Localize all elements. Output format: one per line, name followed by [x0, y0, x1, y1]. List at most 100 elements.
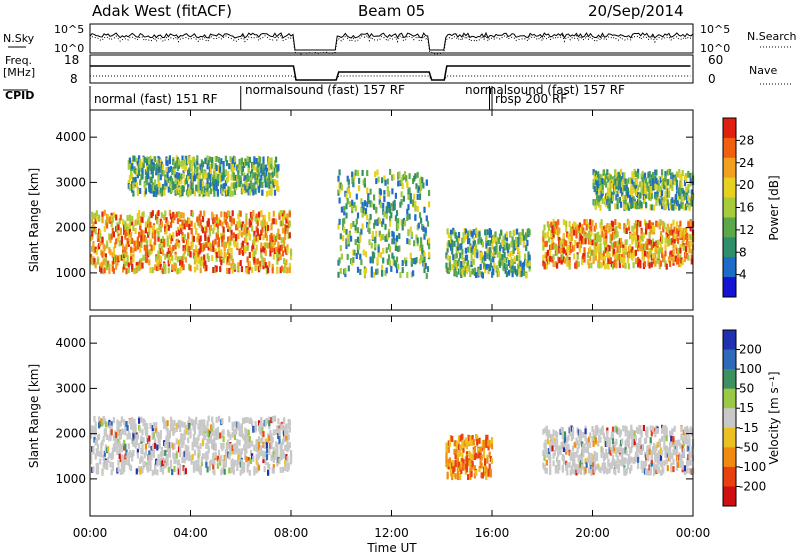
echo-cell — [687, 255, 689, 261]
echo-cell — [256, 264, 258, 270]
echo-cell — [117, 224, 119, 230]
echo-cell — [602, 184, 604, 190]
echo-cell — [122, 244, 124, 250]
echo-cell — [428, 252, 430, 258]
echo-cell — [687, 195, 689, 201]
echo-cell — [614, 219, 616, 225]
echo-cell — [241, 266, 243, 272]
echo-cell — [201, 167, 203, 173]
echo-cell — [208, 237, 210, 243]
echo-cell — [106, 243, 108, 249]
echo-cell — [172, 453, 174, 459]
echo-cell — [451, 264, 453, 270]
echo-cell — [514, 229, 516, 235]
echo-cell — [268, 261, 270, 267]
echo-cell — [671, 197, 673, 203]
echo-cell — [449, 256, 451, 262]
echo-cell — [286, 456, 288, 462]
echo-cell — [606, 441, 608, 447]
echo-cell — [152, 470, 154, 476]
echo-cell — [474, 252, 476, 258]
echo-cell — [156, 469, 158, 475]
echo-cell — [591, 240, 593, 246]
echo-cell — [343, 206, 345, 212]
echo-cell — [687, 184, 689, 190]
echo-cell — [281, 244, 283, 250]
echo-cell — [618, 467, 620, 473]
echo-cell — [614, 469, 616, 475]
echo-cell — [208, 191, 210, 197]
echo-cell — [456, 271, 458, 277]
echo-cell — [484, 229, 486, 235]
echo-cell — [195, 245, 197, 251]
echo-cell — [562, 427, 564, 433]
echo-cell — [612, 438, 614, 444]
echo-cell — [652, 172, 654, 178]
nsky-label: N.Sky — [3, 32, 35, 45]
echo-cell — [91, 231, 93, 237]
echo-cell — [409, 239, 411, 245]
echo-cell — [559, 449, 561, 455]
echo-cell — [523, 270, 525, 276]
echo-cell — [402, 183, 404, 189]
echo-cell — [459, 450, 461, 456]
echo-cell — [95, 427, 97, 433]
echo-cell — [583, 257, 585, 263]
echo-cell — [397, 181, 399, 187]
echo-cell — [647, 254, 649, 260]
echo-cell — [639, 260, 641, 266]
echo-cell — [217, 189, 219, 195]
echo-cell — [233, 232, 235, 238]
echo-cell — [345, 213, 347, 219]
echo-cell — [217, 228, 219, 234]
echo-cell — [168, 187, 170, 193]
echo-cell — [355, 170, 357, 176]
echo-cell — [187, 233, 189, 239]
echo-cell — [138, 213, 140, 219]
echo-cell — [355, 239, 357, 245]
echo-cell — [228, 246, 230, 252]
echo-cell — [412, 270, 414, 276]
y-tick-label: 2000 — [55, 221, 86, 235]
echo-cell — [376, 269, 378, 275]
echo-cell — [152, 172, 154, 178]
echo-cell — [159, 182, 161, 188]
echo-cell — [179, 446, 181, 452]
echo-cell — [282, 228, 284, 234]
nsearch-tick-high: 10^5 — [700, 23, 730, 36]
echo-cell — [171, 264, 173, 270]
echo-cell — [164, 254, 166, 260]
echo-cell — [274, 416, 276, 422]
echo-cell — [453, 241, 455, 247]
echo-cell — [234, 434, 236, 440]
echo-cell — [672, 220, 674, 226]
echo-cell — [241, 459, 243, 465]
echo-cell — [104, 210, 106, 216]
echo-cell — [148, 436, 150, 442]
echo-cell — [119, 240, 121, 246]
echo-cell — [639, 221, 641, 227]
echo-cell — [256, 245, 258, 251]
echo-cell — [679, 221, 681, 227]
echo-cell — [597, 171, 599, 177]
echo-cell — [476, 439, 478, 445]
echo-cell — [635, 171, 637, 177]
echo-cell — [184, 234, 186, 240]
echo-cell — [589, 442, 591, 448]
echo-cell — [157, 210, 159, 216]
echo-cell — [404, 220, 406, 226]
echo-cell — [512, 259, 514, 265]
echo-cell — [288, 462, 290, 468]
echo-cell — [251, 226, 253, 232]
echo-cell — [599, 437, 601, 443]
echo-cell — [620, 429, 622, 435]
echo-cell — [340, 233, 342, 239]
echo-cell — [112, 453, 114, 459]
echo-cell — [599, 247, 601, 253]
echo-cell — [390, 212, 392, 218]
echo-cell — [606, 468, 608, 474]
echo-cell — [464, 236, 466, 242]
echo-cell — [208, 218, 210, 224]
echo-cell — [262, 234, 264, 240]
echo-cell — [590, 262, 592, 268]
